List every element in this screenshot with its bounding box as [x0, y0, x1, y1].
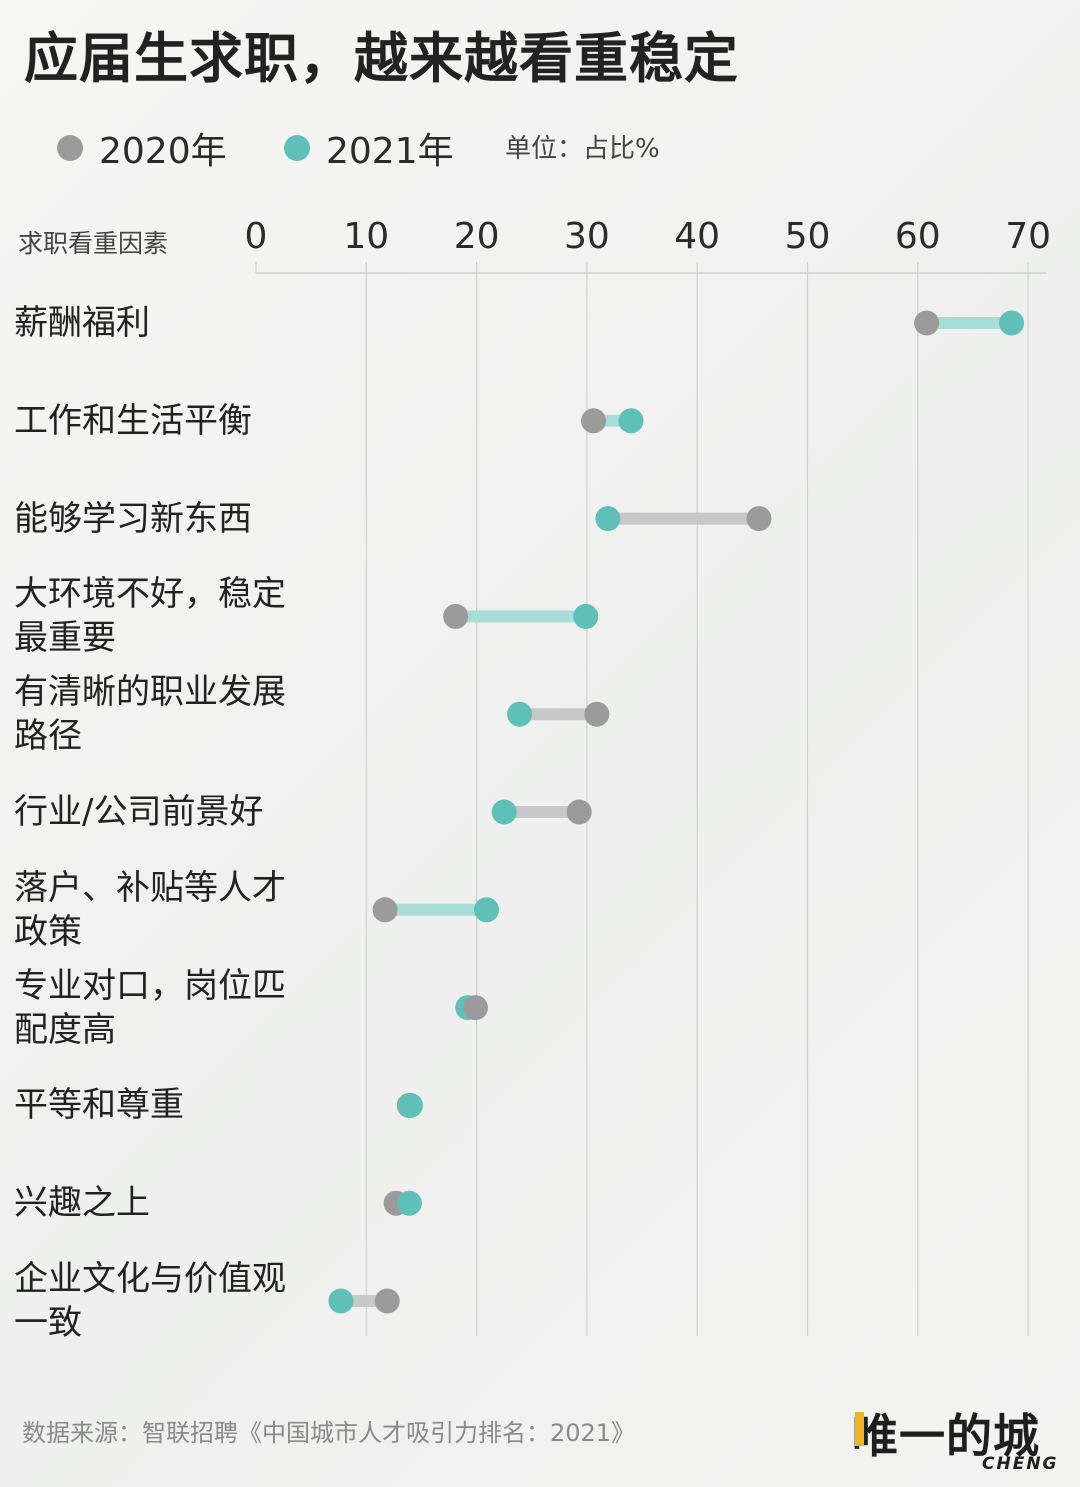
chart-title: 应届生求职，越来越看重稳定 [24, 27, 739, 90]
category-label: 有清晰的职业发展 路径 [14, 670, 286, 758]
dot-2020-7 [462, 995, 488, 1021]
dot-2021-0 [999, 310, 1025, 336]
category-label-line: 行业/公司前景好 [14, 792, 264, 832]
category-label-line: 落户、补贴等人才 [14, 867, 286, 908]
dot-2020-6 [372, 897, 398, 923]
category-label-line: 企业文化与价值观 [14, 1259, 286, 1299]
category-label-line: 路径 [14, 716, 82, 757]
category-label-line: 平等和尊重 [14, 1085, 184, 1126]
category-label-line: 配度高 [14, 1009, 116, 1050]
category-label: 工作和生活平衡 [14, 399, 252, 443]
x-tick-label-40: 40 [674, 216, 720, 257]
source-note: 数据来源：智联招聘《中国城市人才吸引力排名：2021》 [22, 1419, 636, 1447]
category-label: 企业文化与价值观 一致 [14, 1257, 286, 1345]
category-label: 能够学习新东西 [14, 497, 252, 541]
x-tick-label-10: 10 [343, 216, 389, 257]
category-label: 专业对口，岗位匹 配度高 [14, 964, 286, 1052]
logo-accent-bar [855, 1412, 864, 1446]
dot-2020-0 [914, 310, 940, 336]
logo-subtext: CHENG [982, 1454, 1059, 1474]
dot-2020-10 [374, 1288, 400, 1314]
dot-2020-2 [746, 506, 772, 532]
category-label-line: 专业对口，岗位匹 [14, 965, 286, 1006]
category-label-line: 政策 [14, 911, 82, 952]
category-label: 行业/公司前景好 [14, 790, 263, 834]
y-axis-label: 求职看重因素 [18, 229, 169, 258]
x-tick-label-60: 60 [895, 216, 941, 257]
category-label: 大环境不好，稳定 最重要 [14, 572, 286, 660]
category-label-line: 大环境不好，稳定 [14, 574, 286, 615]
dot-2020-4 [584, 701, 610, 727]
category-label-line: 最重要 [14, 618, 116, 659]
dot-2021-5 [491, 799, 517, 825]
dot-2021-9 [396, 1190, 422, 1216]
dot-2021-4 [507, 701, 533, 727]
category-label-line: 工作和生活平衡 [14, 400, 252, 441]
dot-2021-1 [618, 408, 644, 434]
legend-dot-2020 [57, 135, 83, 161]
x-tick-label-0: 0 [245, 216, 268, 257]
x-tick-label-50: 50 [785, 216, 831, 257]
dot-2021-3 [573, 603, 599, 629]
legend-dot-2021 [284, 135, 310, 161]
dot-2021-10 [328, 1288, 354, 1314]
legend-label-2020: 2020年 [99, 131, 227, 172]
unit-label: 单位：占比% [505, 134, 660, 164]
category-label: 落户、补贴等人才 政策 [14, 866, 286, 954]
x-tick-label-70: 70 [1005, 216, 1051, 257]
dot-2020-1 [581, 408, 607, 434]
category-label-line: 兴趣之上 [14, 1183, 150, 1224]
x-tick-label-20: 20 [454, 216, 500, 257]
legend-item-2021: 2021年 [284, 122, 454, 174]
logo-text: 唯一的城 [852, 1409, 1040, 1463]
category-label-line: 能够学习新东西 [14, 498, 252, 539]
brand-logo: 唯一的城 CHENG [852, 1400, 1062, 1480]
category-label-line: 有清晰的职业发展 [14, 672, 286, 713]
category-label: 平等和尊重 [14, 1083, 184, 1127]
category-label-line: 薪酬福利 [14, 303, 150, 343]
legend-item-2020: 2020年 [57, 122, 227, 174]
dot-2020-3 [443, 603, 469, 629]
dot-2021-6 [474, 897, 500, 923]
x-tick-label-30: 30 [564, 216, 610, 257]
dot-2021-8 [397, 1092, 423, 1118]
legend: 2020年 2021年 单位：占比% [0, 122, 1080, 172]
dot-2020-5 [566, 799, 592, 825]
legend-label-2021: 2021年 [326, 131, 454, 172]
category-label: 兴趣之上 [14, 1181, 150, 1225]
category-label-line: 一致 [14, 1303, 82, 1343]
dot-2021-2 [595, 506, 621, 532]
category-label: 薪酬福利 [14, 301, 150, 345]
